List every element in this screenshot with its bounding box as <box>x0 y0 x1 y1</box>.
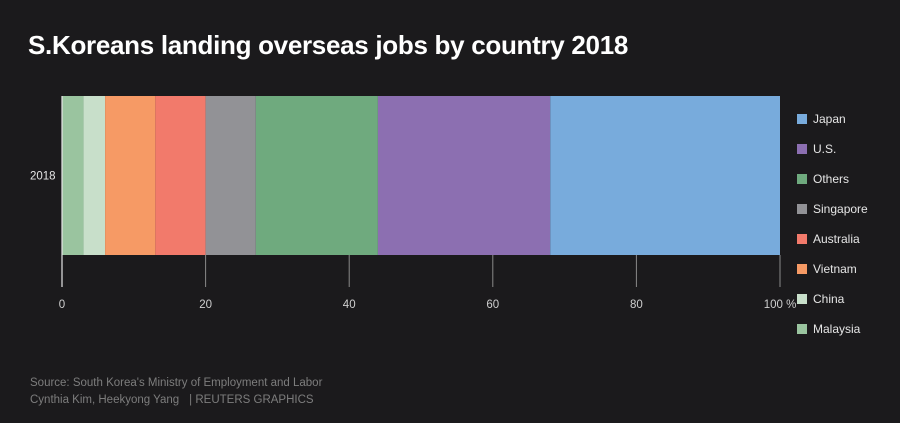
legend-swatch <box>797 234 807 244</box>
legend-item: Singapore <box>797 194 868 224</box>
x-tick-label: 20 <box>199 299 212 311</box>
legend-item: Vietnam <box>797 254 868 284</box>
legend-swatch <box>797 324 807 334</box>
chart-footer: Source: South Korea's Ministry of Employ… <box>30 375 322 409</box>
bar-segment-vietnam <box>105 96 156 255</box>
legend-label: U.S. <box>813 142 837 156</box>
bar-segment-malaysia <box>62 96 84 255</box>
legend-item: Malaysia <box>797 314 868 344</box>
bar-segment-china <box>83 96 106 255</box>
author-credit: Cynthia Kim, Heekyong Yang <box>30 394 180 406</box>
legend-label: Others <box>813 172 850 186</box>
brand-credit: | REUTERS GRAPHICS <box>189 394 314 406</box>
legend-item: Japan <box>797 104 868 134</box>
legend-label: China <box>813 292 845 306</box>
x-tick-label: 100 % <box>764 299 797 311</box>
bar-segment-australia <box>155 96 206 255</box>
legend-swatch <box>797 264 807 274</box>
x-tick-label: 80 <box>630 299 643 311</box>
bar-segment-others <box>255 96 378 255</box>
x-tick-label: 0 <box>59 299 65 311</box>
bar-segment-singapore <box>205 96 256 255</box>
legend-label: Malaysia <box>813 322 861 336</box>
bar-segment-japan <box>550 96 780 255</box>
source-note: Source: South Korea's Ministry of Employ… <box>30 377 323 389</box>
bar-segment-u-s <box>377 96 551 255</box>
legend-label: Singapore <box>813 202 868 216</box>
x-tick-label: 60 <box>486 299 499 311</box>
x-tick-label: 40 <box>343 299 356 311</box>
legend-swatch <box>797 204 807 214</box>
chart-title: S.Koreans landing overseas jobs by count… <box>28 30 629 60</box>
legend-item: Australia <box>797 224 868 254</box>
legend-label: Vietnam <box>813 262 857 276</box>
chart-legend: Japan U.S. Others Singapore Australia Vietnam… <box>797 104 868 344</box>
legend-label: Australia <box>813 232 860 246</box>
legend-swatch <box>797 144 807 154</box>
legend-label: Japan <box>813 112 846 126</box>
legend-item: China <box>797 284 868 314</box>
legend-item: U.S. <box>797 134 868 164</box>
legend-item: Others <box>797 164 868 194</box>
legend-swatch <box>797 114 807 124</box>
legend-swatch <box>797 174 807 184</box>
y-category-label: 2018 <box>30 171 56 183</box>
legend-swatch <box>797 294 807 304</box>
